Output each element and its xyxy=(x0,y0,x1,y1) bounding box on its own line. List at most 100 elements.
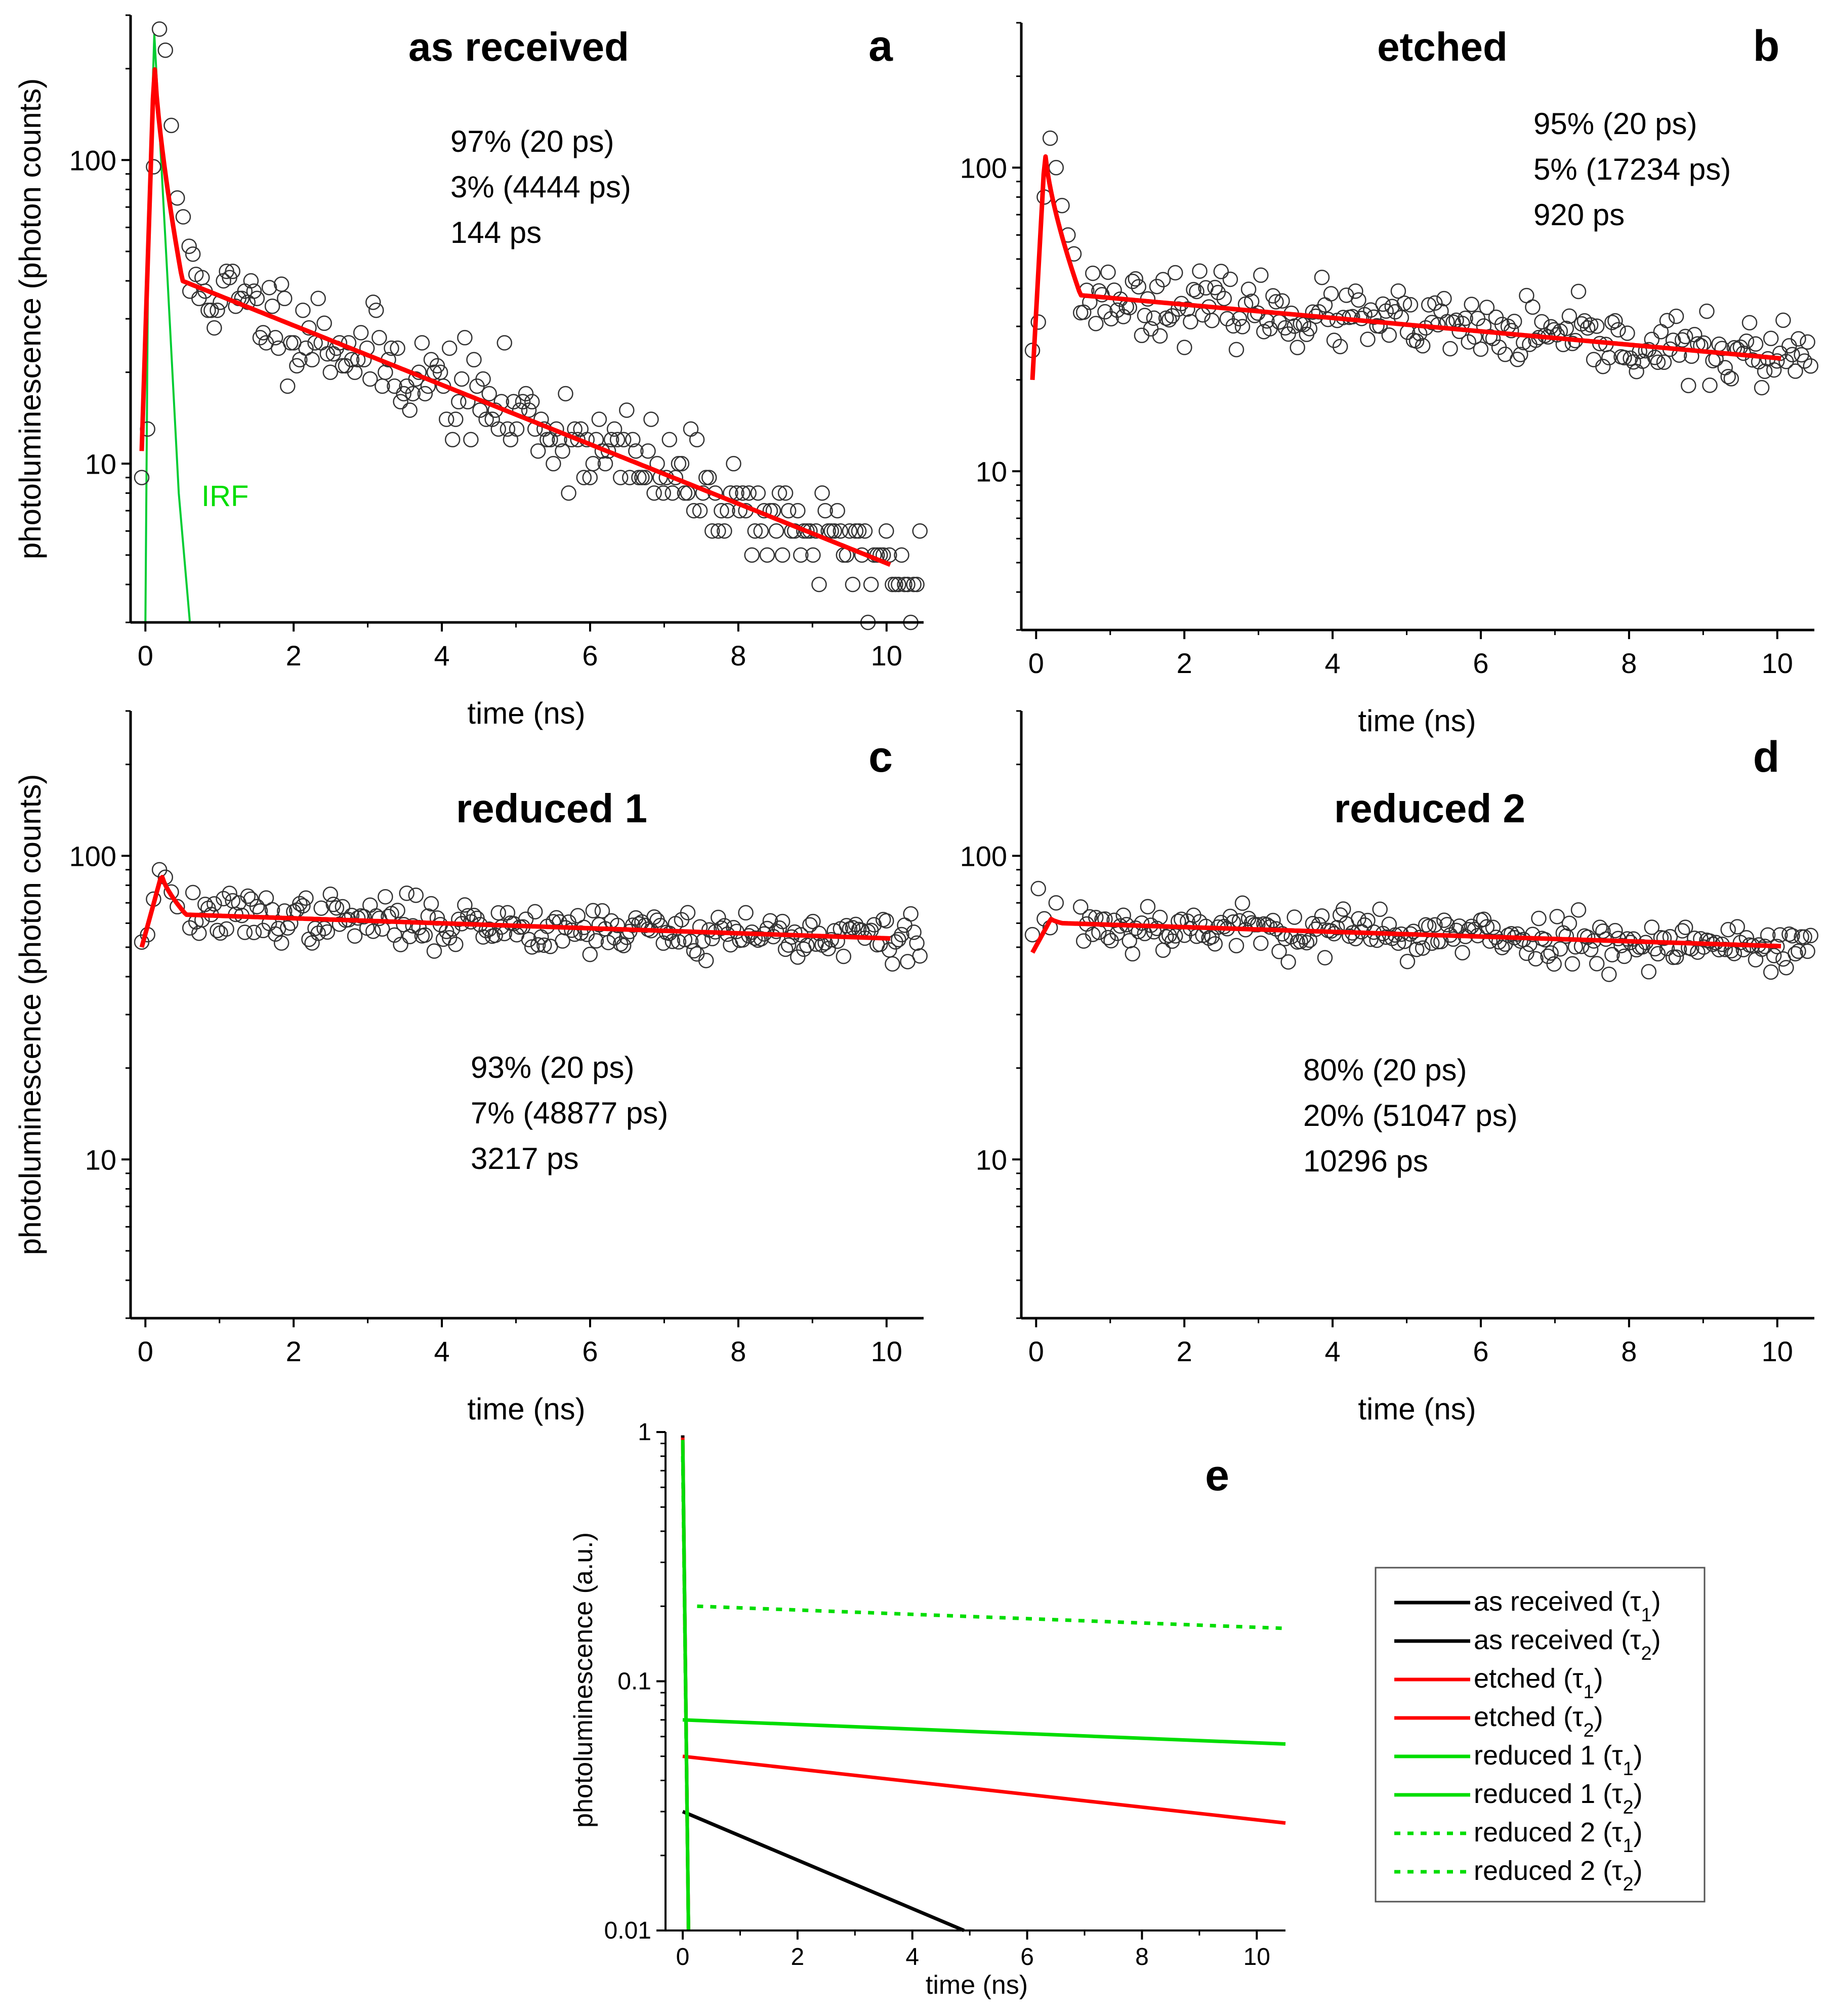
data-point xyxy=(408,887,424,903)
data-point xyxy=(1564,335,1581,351)
panel-a-letter: a xyxy=(868,22,893,70)
data-point xyxy=(1760,927,1776,943)
data-point xyxy=(1293,934,1308,949)
data-point xyxy=(1128,271,1144,287)
data-point xyxy=(1152,328,1168,344)
data-point xyxy=(1546,956,1562,972)
data-point xyxy=(1326,332,1342,348)
legend-label: as received (τ1) xyxy=(1474,1586,1661,1626)
data-point xyxy=(295,302,311,318)
data-point xyxy=(1757,363,1773,379)
x-tick-label: 0 xyxy=(676,1944,690,1970)
data-point xyxy=(405,918,421,934)
data-point xyxy=(371,330,387,346)
data-point xyxy=(1788,946,1803,961)
data-point xyxy=(319,924,336,940)
data-point xyxy=(1791,943,1806,959)
data-point xyxy=(1797,929,1812,945)
data-point xyxy=(1479,300,1495,315)
data-point xyxy=(524,939,540,955)
data-point xyxy=(1720,921,1736,938)
data-point xyxy=(612,470,629,485)
data-point xyxy=(1402,297,1419,313)
data-point xyxy=(481,386,497,402)
data-point xyxy=(1323,286,1339,302)
data-point xyxy=(396,386,411,402)
irf-label: IRF xyxy=(201,480,248,513)
data-point xyxy=(585,903,601,918)
y-tick-label: 10 xyxy=(976,455,1007,487)
data-point xyxy=(720,502,735,519)
data-point xyxy=(1589,318,1605,334)
data-point xyxy=(518,386,534,402)
data-point xyxy=(625,917,641,933)
data-point xyxy=(1274,293,1290,309)
data-point xyxy=(1528,332,1544,348)
data-point xyxy=(1314,908,1330,924)
data-point xyxy=(1510,352,1525,367)
data-point xyxy=(851,523,867,539)
data-point xyxy=(1607,313,1623,329)
data-point xyxy=(423,352,439,368)
data-point xyxy=(615,432,632,448)
data-point xyxy=(1668,308,1684,324)
data-point xyxy=(1650,946,1666,962)
data-point xyxy=(185,885,201,901)
panel-a-annotation-2: 3% (4444 ps) xyxy=(450,170,631,204)
y-tick-label: 100 xyxy=(960,840,1007,872)
data-point xyxy=(1610,322,1626,338)
data-point xyxy=(457,330,473,346)
data-point xyxy=(1372,318,1388,334)
data-point xyxy=(1302,321,1318,337)
data-point xyxy=(1781,926,1797,942)
data-point xyxy=(280,920,296,936)
data-point xyxy=(1345,309,1360,325)
data-point xyxy=(1656,354,1672,370)
data-point xyxy=(680,905,696,920)
data-point xyxy=(378,889,393,905)
data-point xyxy=(1265,912,1281,929)
fit-curve xyxy=(1030,154,1781,380)
data-point xyxy=(399,886,414,901)
data-point xyxy=(295,898,311,914)
data-point xyxy=(894,927,909,943)
data-point xyxy=(891,576,906,593)
panel-c-title: reduced 1 xyxy=(456,786,647,831)
data-point xyxy=(619,402,635,418)
data-point xyxy=(496,335,513,351)
x-tick-label: 0 xyxy=(138,640,153,671)
data-point xyxy=(1485,919,1501,936)
data-point xyxy=(1140,899,1156,914)
data-point xyxy=(347,928,363,944)
data-point xyxy=(698,952,714,969)
x-tick-label: 10 xyxy=(1762,1335,1793,1367)
data-point xyxy=(258,890,274,906)
data-point xyxy=(1494,940,1510,955)
y-tick-label: 10 xyxy=(85,448,116,480)
data-point xyxy=(347,364,363,380)
data-point xyxy=(643,411,659,427)
data-point xyxy=(1604,947,1620,962)
data-point xyxy=(564,922,579,938)
data-point xyxy=(823,932,839,948)
data-point xyxy=(826,523,842,539)
data-point xyxy=(1137,308,1153,323)
data-point xyxy=(1766,362,1782,378)
x-tick-label: 10 xyxy=(1243,1944,1270,1970)
data-point xyxy=(478,411,494,427)
data-point xyxy=(426,943,442,959)
data-point xyxy=(1503,323,1519,339)
data-point xyxy=(273,276,289,292)
data-point xyxy=(729,485,744,501)
x-tick-label: 4 xyxy=(1325,647,1341,679)
data-point xyxy=(609,917,626,934)
panel-c-annotation-3: 3217 ps xyxy=(471,1142,579,1175)
x-tick-label: 8 xyxy=(1621,647,1637,679)
data-point xyxy=(277,290,293,307)
data-point xyxy=(701,470,717,485)
data-point xyxy=(1280,326,1296,342)
data-point xyxy=(216,891,231,907)
panel-d-annotation-1: 80% (20 ps) xyxy=(1303,1053,1467,1087)
data-point xyxy=(603,432,619,448)
y-tick-label: 100 xyxy=(69,144,116,176)
